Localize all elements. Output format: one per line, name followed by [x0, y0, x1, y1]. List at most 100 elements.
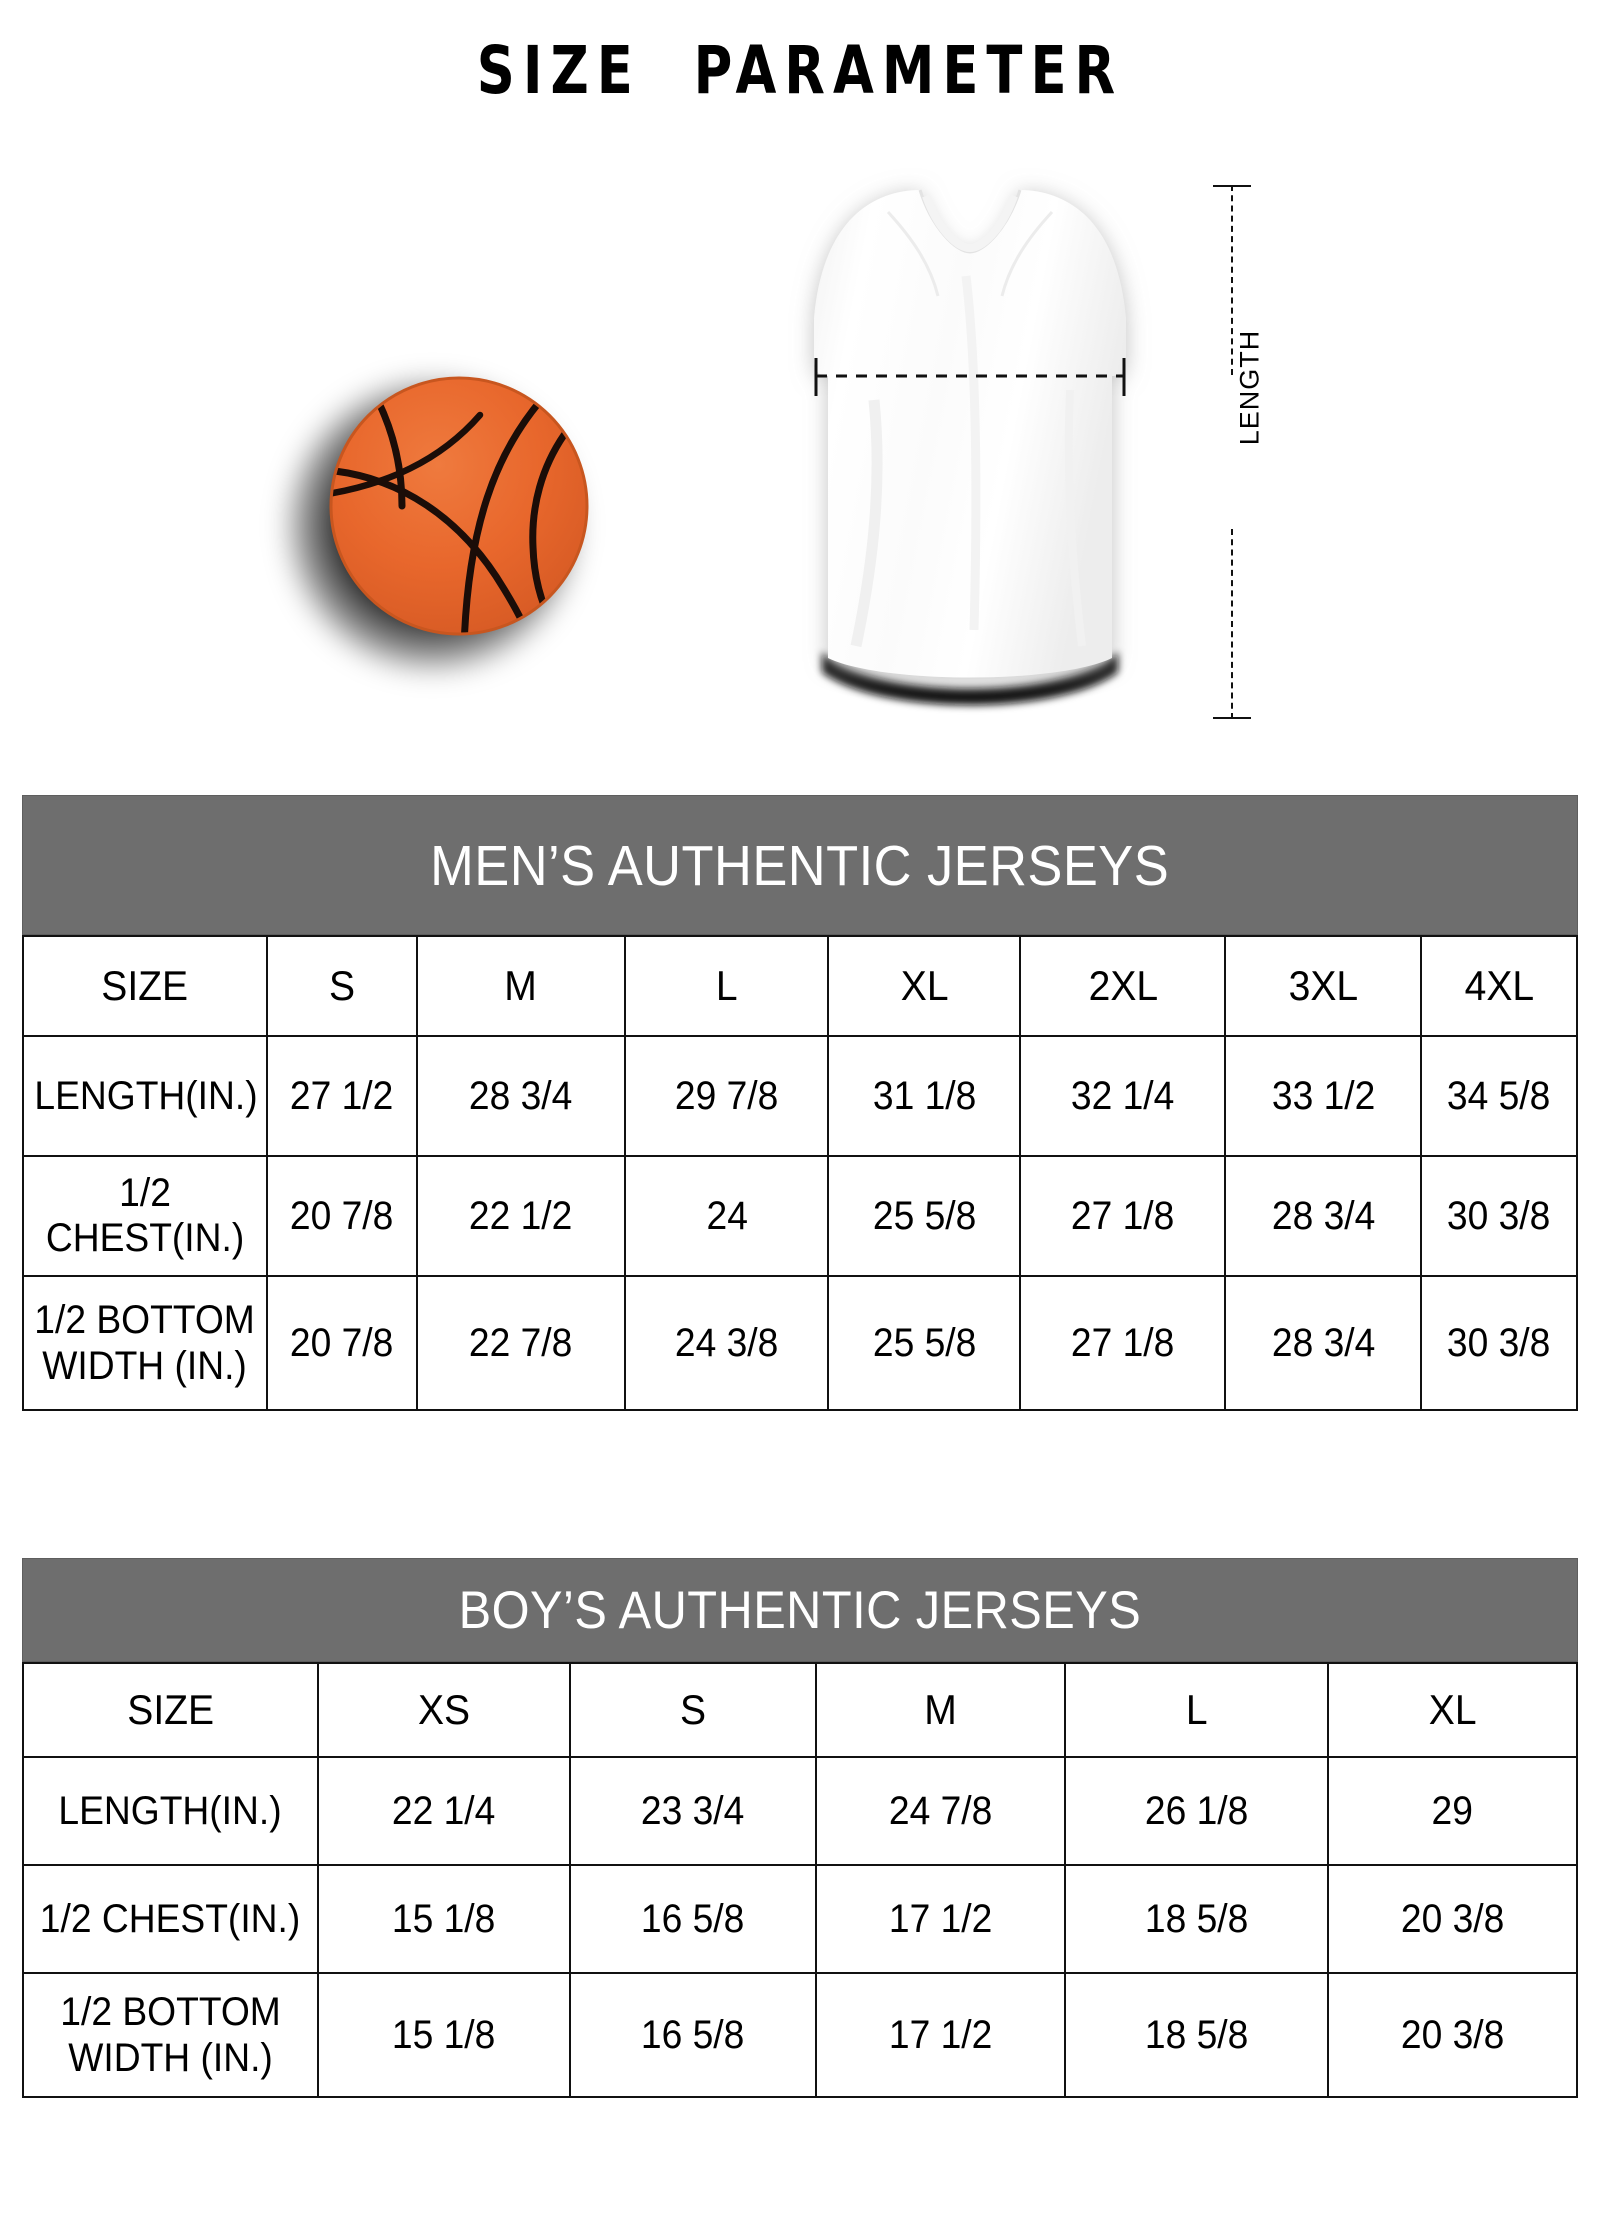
boys-column-header-text: M: [924, 1686, 957, 1733]
boys-measurement-value: 20 3/8: [1400, 1896, 1505, 1941]
boys-measurement-value: 17 1/2: [888, 2013, 992, 2057]
mens-column-header: 4XL: [1419, 935, 1579, 1037]
mens-measurement-cell: 20 7/8: [266, 1155, 418, 1277]
mens-row-label-text: 1/2 BOTTOM WIDTH (IN.): [34, 1298, 256, 1388]
mens-measurement-cell: 25 5/8: [827, 1155, 1022, 1277]
mens-measurement-cell: 25 5/8: [827, 1275, 1022, 1411]
mens-measurement-value: 31 1/8: [872, 1073, 977, 1118]
boys-row-label-text: 1/2 CHEST(IN.): [40, 1896, 301, 1941]
mens-measurement-value: 25 5/8: [872, 1321, 977, 1365]
boys-column-header: SIZE: [22, 1662, 319, 1758]
mens-column-header: S: [266, 935, 418, 1037]
mens-measurement-cell: 24: [624, 1155, 830, 1277]
boys-measurement-cell: 20 3/8: [1326, 1972, 1579, 2098]
boys-measurement-cell: 15 1/8: [316, 1864, 572, 1974]
mens-measurement-value: 28 3/4: [1271, 1193, 1375, 1238]
mens-column-header-text: 4XL: [1464, 962, 1534, 1009]
mens-measurement-cell: 33 1/2: [1224, 1035, 1422, 1157]
mens-measurement-value: 30 3/8: [1447, 1321, 1551, 1365]
mens-table-title: MEN’S AUTHENTIC JERSEYS: [430, 834, 1170, 898]
boys-column-header-text: L: [1185, 1686, 1208, 1733]
table-row: 1/2 CHEST(IN.) 20 7/8 22 1/2 24 25 5/8 27 1/8…: [21, 1155, 1579, 1277]
mens-measurement-cell: 20 7/8: [266, 1275, 418, 1411]
boys-measurement-value: 26 1/8: [1144, 1788, 1249, 1833]
mens-measurement-cell: 27 1/2: [266, 1035, 418, 1157]
length-dimension-label: LENGTH: [1234, 329, 1265, 446]
mens-row-label-text: LENGTH(IN.): [34, 1073, 258, 1118]
mens-row-label: 1/2 CHEST(IN.): [21, 1155, 269, 1277]
mens-column-header: L: [624, 935, 830, 1037]
boys-measurement-value: 22 1/4: [392, 1788, 496, 1833]
mens-measurement-value: 30 3/8: [1447, 1193, 1551, 1238]
mens-row-label: 1/2 BOTTOM WIDTH (IN.): [21, 1275, 269, 1411]
mens-measurement-value: 22 1/2: [469, 1193, 573, 1238]
boys-measurement-cell: 17 1/2: [814, 1972, 1066, 2098]
mens-table-title-band: MEN’S AUTHENTIC JERSEYS: [22, 795, 1578, 935]
mens-column-header-text: 2XL: [1088, 962, 1158, 1009]
mens-measurement-cell: 22 7/8: [415, 1275, 627, 1411]
jersey-icon: CHEST: [770, 160, 1170, 740]
table-row: 1/2 BOTTOM WIDTH (IN.) 15 1/8 16 5/8 17 1/2…: [22, 1972, 1579, 2098]
length-line-bottom: [1231, 529, 1233, 719]
boys-column-header-text: XL: [1428, 1686, 1477, 1733]
mens-measurement-value: 29 7/8: [675, 1073, 779, 1118]
boys-row-label: 1/2 CHEST(IN.): [22, 1864, 319, 1974]
mens-size-table-block: MEN’S AUTHENTIC JERSEYS SIZE S M L XL 2XL 3XL 4…: [21, 795, 1579, 1411]
boys-measurement-cell: 15 1/8: [316, 1972, 572, 2098]
boys-column-header: S: [569, 1662, 817, 1758]
boys-measurement-value: 17 1/2: [888, 1896, 992, 1941]
mens-measurement-value: 27 1/2: [290, 1073, 394, 1118]
mens-measurement-value: 25 5/8: [872, 1193, 977, 1238]
mens-column-header: 2XL: [1019, 935, 1227, 1037]
mens-measurement-value: 27 1/8: [1071, 1321, 1175, 1365]
length-line-top: [1231, 185, 1233, 375]
mens-measurement-cell: 28 3/4: [1224, 1155, 1422, 1277]
mens-column-header: M: [415, 935, 627, 1037]
mens-measurement-cell: 32 1/4: [1019, 1035, 1227, 1157]
mens-column-header: XL: [827, 935, 1022, 1037]
mens-measurement-value: 22 7/8: [469, 1321, 573, 1365]
length-dimension: LENGTH: [1205, 177, 1325, 722]
illustration-band: CHEST LENGTH: [0, 150, 1600, 780]
boys-measurement-value: 20 3/8: [1400, 2013, 1505, 2057]
mens-measurement-cell: 30 3/8: [1419, 1155, 1579, 1277]
boys-size-table: SIZE XS S M L XL LENGTH(IN.) 22 1/4 23 3/4 24 7/8…: [22, 1662, 1579, 2098]
boys-measurement-cell: 29: [1326, 1756, 1579, 1866]
basketball-icon: [290, 375, 618, 668]
boys-row-label-text: 1/2 BOTTOM WIDTH (IN.): [60, 1990, 281, 2080]
boys-measurement-cell: 20 3/8: [1326, 1864, 1579, 1974]
mens-size-table: SIZE S M L XL 2XL 3XL 4XL LENGTH(IN.) 27 1/2 28 3/…: [21, 935, 1579, 1411]
mens-measurement-value: 24: [706, 1193, 748, 1238]
boys-measurement-value: 24 7/8: [888, 1788, 992, 1833]
mens-header-row: SIZE S M L XL 2XL 3XL 4XL: [21, 935, 1579, 1037]
mens-column-header: 3XL: [1224, 935, 1422, 1037]
table-row: LENGTH(IN.) 27 1/2 28 3/4 29 7/8 31 1/8 32 1/…: [21, 1035, 1579, 1157]
mens-measurement-cell: 29 7/8: [624, 1035, 830, 1157]
boys-row-label-text: LENGTH(IN.): [58, 1788, 282, 1833]
boys-measurement-value: 15 1/8: [392, 1896, 496, 1941]
boys-measurement-value: 23 3/4: [641, 1788, 745, 1833]
length-cap-bottom: [1213, 717, 1251, 719]
boys-measurement-cell: 26 1/8: [1063, 1756, 1329, 1866]
mens-measurement-value: 32 1/4: [1071, 1073, 1175, 1118]
mens-column-header-text: XL: [900, 962, 949, 1009]
mens-measurement-value: 20 7/8: [290, 1193, 394, 1238]
mens-column-header: SIZE: [21, 935, 269, 1037]
boys-measurement-value: 18 5/8: [1144, 2013, 1249, 2057]
mens-measurement-value: 27 1/8: [1071, 1193, 1175, 1238]
mens-measurement-value: 28 3/4: [1271, 1321, 1375, 1365]
boys-measurement-value: 16 5/8: [641, 1896, 745, 1941]
boys-measurement-cell: 16 5/8: [569, 1864, 817, 1974]
mens-measurement-value: 34 5/8: [1447, 1073, 1551, 1118]
mens-column-header-text: 3XL: [1288, 962, 1358, 1009]
boys-column-header: XL: [1326, 1662, 1579, 1758]
boys-measurement-value: 18 5/8: [1144, 1896, 1249, 1941]
mens-measurement-cell: 27 1/8: [1019, 1275, 1227, 1411]
boys-table-title-band: BOY’S AUTHENTIC JERSEYS: [22, 1558, 1578, 1662]
mens-measurement-cell: 27 1/8: [1019, 1155, 1227, 1277]
boys-header-row: SIZE XS S M L XL: [22, 1662, 1579, 1758]
mens-measurement-value: 28 3/4: [469, 1073, 573, 1118]
mens-measurement-cell: 22 1/2: [415, 1155, 627, 1277]
mens-measurement-cell: 34 5/8: [1419, 1035, 1579, 1157]
